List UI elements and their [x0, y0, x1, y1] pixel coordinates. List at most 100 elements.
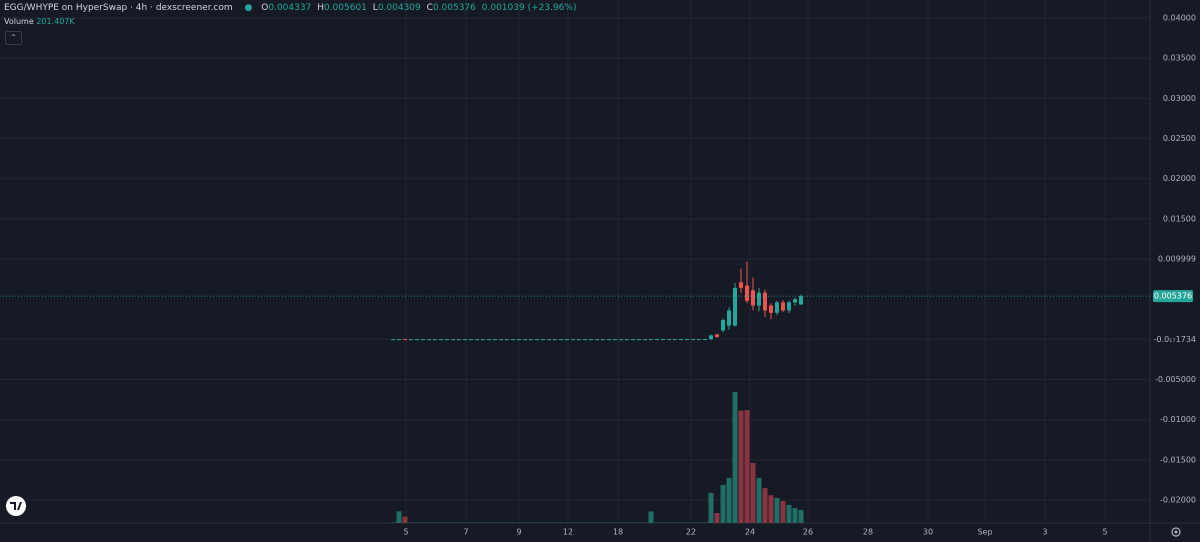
volume-bar	[438, 522, 444, 523]
symbol-title: EGG/WHYPE on HyperSwap · 4h · dexscreene…	[4, 3, 233, 13]
volume-legend: Volume 201.407K	[4, 17, 75, 26]
tradingview-logo	[6, 496, 26, 516]
volume-bar	[774, 497, 780, 523]
volume-bar	[492, 522, 498, 523]
volume-bar	[690, 522, 696, 523]
volume-bar	[486, 522, 492, 523]
volume-bar	[630, 522, 636, 523]
candle-body	[541, 339, 545, 341]
volume-bar	[480, 522, 486, 523]
volume-bar	[660, 522, 666, 523]
candle-body	[781, 302, 785, 311]
volume-bar	[510, 522, 516, 523]
candle-body	[685, 339, 689, 341]
ohlc-letter: C	[426, 3, 433, 13]
candle-body	[763, 292, 767, 311]
y-tick-label: 0.009999	[1158, 254, 1196, 263]
volume-bar	[696, 522, 702, 523]
candle-body	[601, 339, 605, 341]
candle-body	[637, 339, 641, 341]
volume-bar	[666, 522, 672, 523]
candle-body	[463, 339, 467, 341]
x-tick-label: 28	[863, 528, 873, 537]
legend-header: EGG/WHYPE on HyperSwap · 4h · dexscreene…	[4, 2, 579, 14]
candle-body	[631, 339, 635, 341]
candle-body	[775, 302, 779, 313]
volume-bar	[546, 522, 552, 523]
candle-body	[523, 339, 527, 341]
x-tick-label: Sep	[977, 528, 992, 537]
volume-bar	[726, 477, 732, 523]
ohlc-value: 0.005376	[432, 3, 476, 13]
candle-body	[751, 290, 755, 306]
x-tick-label: 24	[745, 528, 755, 537]
ohlc-value: 0.004337	[268, 3, 312, 13]
volume-bar	[432, 522, 438, 523]
volume-bar	[390, 522, 396, 523]
settings-gear[interactable]	[1171, 527, 1181, 537]
price-tag	[1153, 290, 1193, 303]
candle-body	[661, 339, 665, 341]
candle-body	[727, 310, 731, 326]
y-tick-label: -0.01000	[1160, 415, 1196, 424]
candle-body	[493, 339, 497, 341]
volume-bar	[642, 522, 648, 523]
volume-bar	[732, 391, 738, 523]
x-tick-label: 26	[803, 528, 813, 537]
candle-body	[415, 339, 419, 341]
candle-body	[439, 339, 443, 341]
volume-bar	[462, 522, 468, 523]
volume-bar	[474, 522, 480, 523]
candle-body	[427, 339, 431, 341]
collapse-button[interactable]: ⌃	[5, 31, 22, 45]
candle-body	[529, 339, 533, 341]
y-tick-label: -0.005000	[1155, 375, 1196, 384]
volume-bar	[750, 462, 756, 523]
candle-body	[799, 296, 803, 305]
volume-bar	[570, 522, 576, 523]
y-tick-label: 0.03500	[1163, 54, 1196, 63]
x-tick-label: 5	[403, 528, 408, 537]
volume-bar	[612, 522, 618, 523]
x-tick-label: 12	[563, 528, 573, 537]
candle-body	[733, 287, 737, 326]
candle-body	[481, 339, 485, 341]
candle-body	[583, 339, 587, 341]
volume-bar	[636, 522, 642, 523]
volume-bar	[618, 522, 624, 523]
x-tick-label: 18	[613, 528, 623, 537]
volume-bar	[792, 508, 798, 523]
volume-bar	[444, 522, 450, 523]
candle-body	[469, 339, 473, 341]
volume-bar	[768, 495, 774, 523]
candle-body	[703, 339, 707, 341]
candle-body	[649, 339, 653, 341]
volume-bar	[756, 477, 762, 523]
y-tick-label: 0.03000	[1163, 94, 1196, 103]
volume-bar	[606, 522, 612, 523]
volume-bar	[654, 522, 660, 523]
volume-bar	[582, 522, 588, 523]
x-tick-label: 5	[1102, 528, 1107, 537]
candle-body	[433, 339, 437, 341]
candle-body	[793, 299, 797, 303]
y-tick-label: 0.04000	[1163, 13, 1196, 22]
volume-bar	[450, 522, 456, 523]
candle-body	[607, 339, 611, 341]
volume-bar	[414, 522, 420, 523]
candle-body	[589, 339, 593, 341]
candle-body	[577, 339, 581, 341]
candle-body	[619, 339, 623, 341]
volume-bar	[528, 522, 534, 523]
candle-body	[595, 339, 599, 341]
volume-bar	[516, 522, 522, 523]
candle-body	[571, 339, 575, 341]
candle-body	[517, 339, 521, 341]
volume-bar	[594, 522, 600, 523]
volume-value: 201.407K	[36, 17, 75, 26]
candle-body	[745, 285, 749, 301]
volume-bar	[564, 522, 570, 523]
candle-body	[625, 339, 629, 341]
